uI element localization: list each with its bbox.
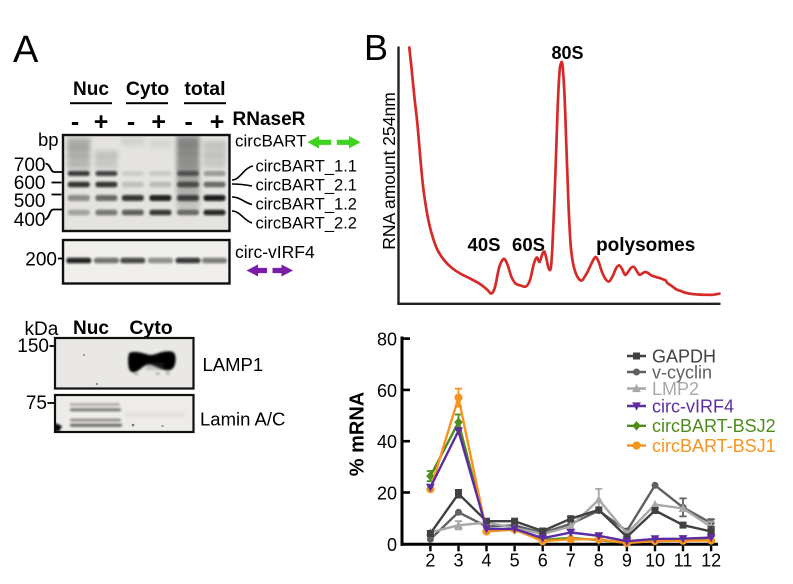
svg-text:circ-vIRF4: circ-vIRF4: [652, 396, 734, 416]
svg-text:150: 150: [17, 336, 49, 357]
svg-text:B: B: [364, 27, 388, 68]
svg-text:v-cyclin: v-cyclin: [652, 362, 712, 382]
svg-text:7: 7: [566, 551, 576, 571]
svg-text:0: 0: [387, 535, 397, 555]
svg-text:9: 9: [622, 551, 632, 571]
svg-text:40: 40: [377, 432, 397, 452]
svg-text:20: 20: [377, 484, 397, 504]
svg-text:500: 500: [14, 191, 46, 212]
svg-text:GAPDH: GAPDH: [652, 346, 716, 366]
svg-text:Nuc: Nuc: [73, 318, 109, 339]
svg-text:5: 5: [510, 551, 520, 571]
svg-text:Lamin A/C: Lamin A/C: [200, 409, 285, 430]
svg-text:circBART: circBART: [235, 132, 306, 151]
svg-text:75: 75: [26, 393, 47, 414]
svg-text:700: 700: [14, 155, 46, 176]
svg-text:RNaseR: RNaseR: [233, 109, 306, 130]
svg-text:circBART-BSJ2: circBART-BSJ2: [652, 416, 776, 436]
svg-text:RNA amount 254nm: RNA amount 254nm: [379, 92, 399, 250]
svg-text:-: -: [185, 108, 193, 136]
svg-text:80S: 80S: [551, 43, 583, 63]
svg-text:3: 3: [453, 551, 463, 571]
svg-text:60: 60: [377, 381, 397, 401]
svg-text:4: 4: [481, 551, 491, 571]
svg-text:bp: bp: [38, 129, 59, 150]
svg-text:6: 6: [538, 551, 548, 571]
svg-text:circ-vIRF4: circ-vIRF4: [235, 242, 315, 262]
svg-text:2: 2: [425, 551, 435, 571]
svg-text:circBART_2.2: circBART_2.2: [256, 215, 357, 233]
svg-text:+: +: [210, 108, 225, 136]
svg-text:200: 200: [25, 250, 57, 271]
svg-text:400: 400: [14, 210, 46, 231]
svg-text:11: 11: [674, 551, 693, 571]
svg-text:8: 8: [594, 551, 604, 571]
svg-text:kDa: kDa: [25, 319, 59, 340]
svg-text:A: A: [13, 29, 39, 71]
svg-text:polysomes: polysomes: [596, 235, 695, 256]
svg-text:Cyto: Cyto: [129, 317, 172, 339]
svg-text:60S: 60S: [512, 234, 545, 255]
svg-text:LAMP1: LAMP1: [203, 354, 264, 375]
svg-text:circBART_1.2: circBART_1.2: [256, 196, 357, 214]
svg-text:total: total: [184, 78, 225, 100]
svg-text:600: 600: [14, 173, 46, 194]
svg-text:80: 80: [377, 330, 397, 350]
svg-text:% mRNA: % mRNA: [347, 392, 369, 476]
svg-text:Cyto: Cyto: [126, 78, 169, 100]
svg-text:10: 10: [645, 551, 665, 571]
svg-text:circBART_2.1: circBART_2.1: [256, 177, 357, 195]
svg-text:-: -: [127, 108, 135, 136]
svg-text:LMP2: LMP2: [652, 379, 699, 399]
svg-text:-: -: [71, 108, 79, 136]
svg-text:12: 12: [701, 551, 721, 571]
svg-text:40S: 40S: [468, 234, 501, 255]
svg-text:+: +: [151, 108, 166, 136]
svg-text:+: +: [94, 108, 109, 136]
svg-text:Nuc: Nuc: [73, 79, 109, 100]
svg-text:circBART-BSJ1: circBART-BSJ1: [652, 436, 776, 456]
svg-text:circBART_1.1: circBART_1.1: [256, 158, 357, 176]
